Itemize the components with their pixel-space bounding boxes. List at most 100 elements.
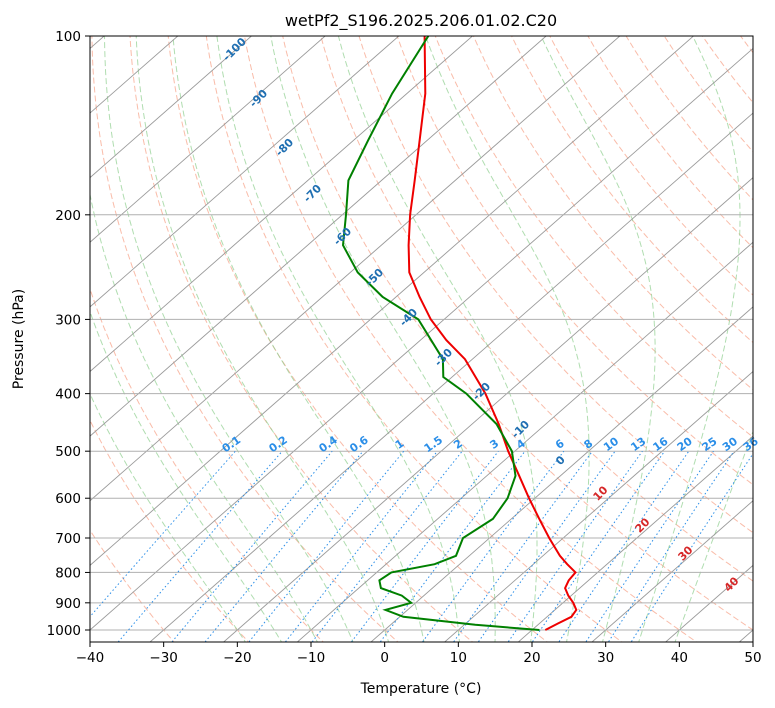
mixing-ratio-line (477, 450, 616, 642)
isotherm (443, 370, 753, 642)
dry-adiabat (91, 36, 399, 642)
isotherm (296, 241, 753, 642)
mixing-ratio-label: 0.1 (220, 433, 243, 455)
y-tick-label: 400 (55, 387, 81, 403)
isotherm (90, 36, 253, 179)
dry-adiabat (663, 36, 753, 153)
y-tick-label: 700 (55, 531, 81, 547)
background-lines (90, 23, 775, 645)
dry-adiabat-label: -90 (247, 87, 270, 110)
dry-adiabat-label: -60 (331, 225, 354, 248)
mixing-ratio-line (531, 450, 666, 642)
mixing-ratio-line (452, 450, 593, 642)
moist-adiabat (104, 36, 354, 642)
isotherm (222, 177, 753, 642)
moist-adiabat (337, 36, 538, 642)
moist-adiabat (540, 36, 656, 642)
x-tick-label: 20 (523, 650, 540, 666)
moist-adiabat (90, 310, 283, 642)
x-tick-label: 0 (380, 650, 389, 666)
dry-adiabat-label: 10 (591, 483, 611, 503)
dry-adiabat (205, 36, 623, 642)
isotherm (90, 36, 695, 566)
x-tick-label: 30 (597, 650, 614, 666)
isotherm (90, 36, 621, 502)
x-axis: −40 −30 −20 −10 0 10 20 30 40 50 (76, 642, 762, 666)
moist-adiabat (90, 392, 247, 642)
dry-adiabat-label: -30 (432, 346, 455, 369)
dry-adiabat (129, 36, 474, 642)
dry-adiabat (320, 36, 753, 582)
isotherm (90, 36, 547, 437)
x-tick-label: −30 (149, 650, 178, 666)
y-tick-label: 800 (55, 565, 81, 581)
mixing-ratio-label: 3 (488, 437, 502, 452)
mixing-ratio-line (311, 450, 463, 642)
x-axis-label: Temperature (°C) (360, 681, 482, 697)
dry-adiabat (396, 36, 753, 486)
mixing-ratio-line (117, 450, 283, 642)
y-tick-label: 1000 (47, 623, 81, 639)
isotherm (90, 47, 753, 631)
dry-adiabat (625, 36, 753, 201)
mixing-ratio-line (507, 450, 643, 642)
x-tick-label: 10 (450, 650, 467, 666)
isotherm (517, 435, 753, 642)
mixing-ratio-label: 0.6 (347, 433, 371, 455)
isotherm (90, 36, 326, 243)
dry-adiabat (167, 36, 549, 642)
y-tick-label: 300 (55, 312, 81, 328)
isotherm (90, 36, 400, 308)
mixing-ratio-label: 2 (451, 437, 465, 452)
chart-title: wetPf2_S196.2025.206.01.02.C20 (285, 11, 557, 31)
mixing-ratio-label: 8 (582, 437, 596, 452)
dry-adiabat-label: 20 (633, 515, 653, 535)
dewpoint-line (341, 36, 540, 631)
mixing-ratio-line (585, 450, 714, 642)
dry-adiabat (511, 36, 753, 344)
isotherm (370, 306, 753, 642)
dry-adiabat (358, 36, 753, 534)
moist-adiabat (216, 36, 460, 642)
x-tick-label: −40 (76, 650, 105, 666)
isotherm (149, 112, 753, 642)
isotherm (738, 629, 753, 642)
moist-adiabat (172, 36, 425, 642)
dry-adiabat (434, 36, 753, 438)
isotherm (90, 36, 179, 114)
temperature-line (407, 36, 578, 631)
dry-adiabat-label: -50 (363, 266, 386, 289)
y-axis: 100 200 300 400 500 600 700 800 900 1000 (47, 29, 90, 639)
mixing-ratio-line (248, 450, 405, 642)
plot-frame (89, 35, 754, 643)
isotherm (90, 36, 474, 373)
y-tick-label: 100 (55, 29, 81, 45)
mixing-ratio-line (90, 450, 236, 618)
dry-adiabat-label: -10 (509, 418, 532, 441)
isotherm (591, 500, 753, 642)
dry-adiabat (549, 36, 753, 296)
mixing-ratio-line (558, 450, 690, 642)
x-tick-label: 50 (744, 650, 761, 666)
mixing-ratio-label: 6 (553, 437, 567, 452)
profile-lines (341, 36, 578, 631)
dry-adiabat (769, 23, 775, 645)
x-tick-label: 40 (671, 650, 688, 666)
y-tick-label: 600 (55, 491, 81, 507)
mixing-ratio-label: 1.5 (422, 433, 445, 455)
moist-adiabat (425, 36, 590, 642)
moist-adiabat (638, 36, 741, 642)
y-tick-label: 500 (55, 444, 81, 460)
mixing-ratio-line (204, 450, 364, 642)
mixing-ratio-label: 1 (393, 437, 407, 452)
dry-adiabat-label: 30 (676, 543, 696, 563)
x-tick-label: −10 (297, 650, 326, 666)
mixing-ratio-line (171, 450, 333, 642)
y-tick-label: 200 (55, 208, 81, 224)
y-tick-label: 900 (55, 596, 81, 612)
mixing-ratio-line (284, 450, 438, 642)
dry-adiabat (90, 287, 324, 642)
dry-adiabat (472, 36, 753, 391)
dry-adiabat-label: -80 (273, 136, 296, 159)
